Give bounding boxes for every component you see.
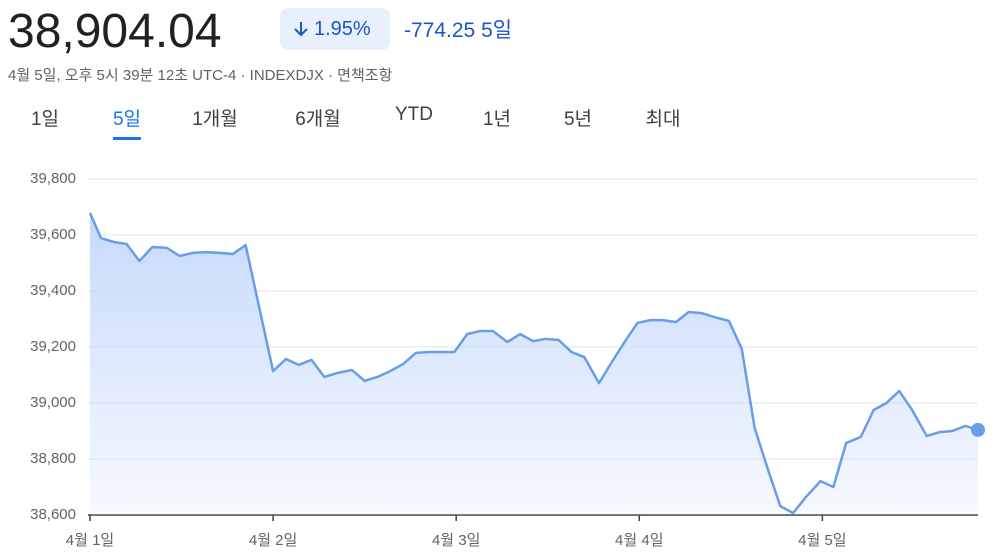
y-tick-label: 39,000 (30, 394, 76, 411)
x-tick-label: 4월 4일 (615, 532, 663, 549)
period: 5일 (481, 19, 513, 42)
range-tab[interactable]: 1년 (482, 109, 512, 130)
x-tick-label: 4월 1일 (66, 532, 114, 549)
range-tab[interactable]: YTD (395, 104, 433, 125)
x-tick-label: 4월 2일 (249, 532, 297, 549)
down-arrow (294, 22, 308, 37)
last-point (971, 422, 985, 437)
area (90, 212, 978, 515)
range-tab[interactable]: 1개월 (192, 109, 238, 130)
change-value: -774.25 (404, 19, 476, 42)
x-tick-label: 4월 5일 (798, 532, 846, 549)
meta: 4월 5일, 오후 5시 39분 12초 UTC-4 · INDEXDJX · … (8, 67, 393, 84)
x-tick-label: 4월 3일 (432, 532, 480, 549)
price-line (88, 212, 979, 515)
range-tab[interactable]: 5일 (112, 104, 142, 140)
y-tick-label: 39,600 (30, 226, 76, 243)
y-tick-label: 38,800 (30, 450, 76, 467)
y-tick-label: 39,800 (30, 170, 76, 187)
y-tick-label: 39,200 (30, 338, 76, 355)
price: 38,904.04 (8, 5, 222, 58)
change-badge: 1.95% (280, 8, 390, 50)
range-tab[interactable]: 6개월 (295, 109, 341, 130)
y-tick-label: 39,400 (30, 282, 76, 299)
range-tab[interactable]: 5년 (563, 109, 593, 130)
range-tab[interactable]: 1일 (30, 109, 60, 130)
change: -774.25 5일 (404, 14, 512, 44)
range-tab[interactable]: 최대 (645, 109, 681, 130)
y-tick-label: 38,600 (30, 506, 76, 523)
change-pct: 1.95% (314, 17, 371, 40)
